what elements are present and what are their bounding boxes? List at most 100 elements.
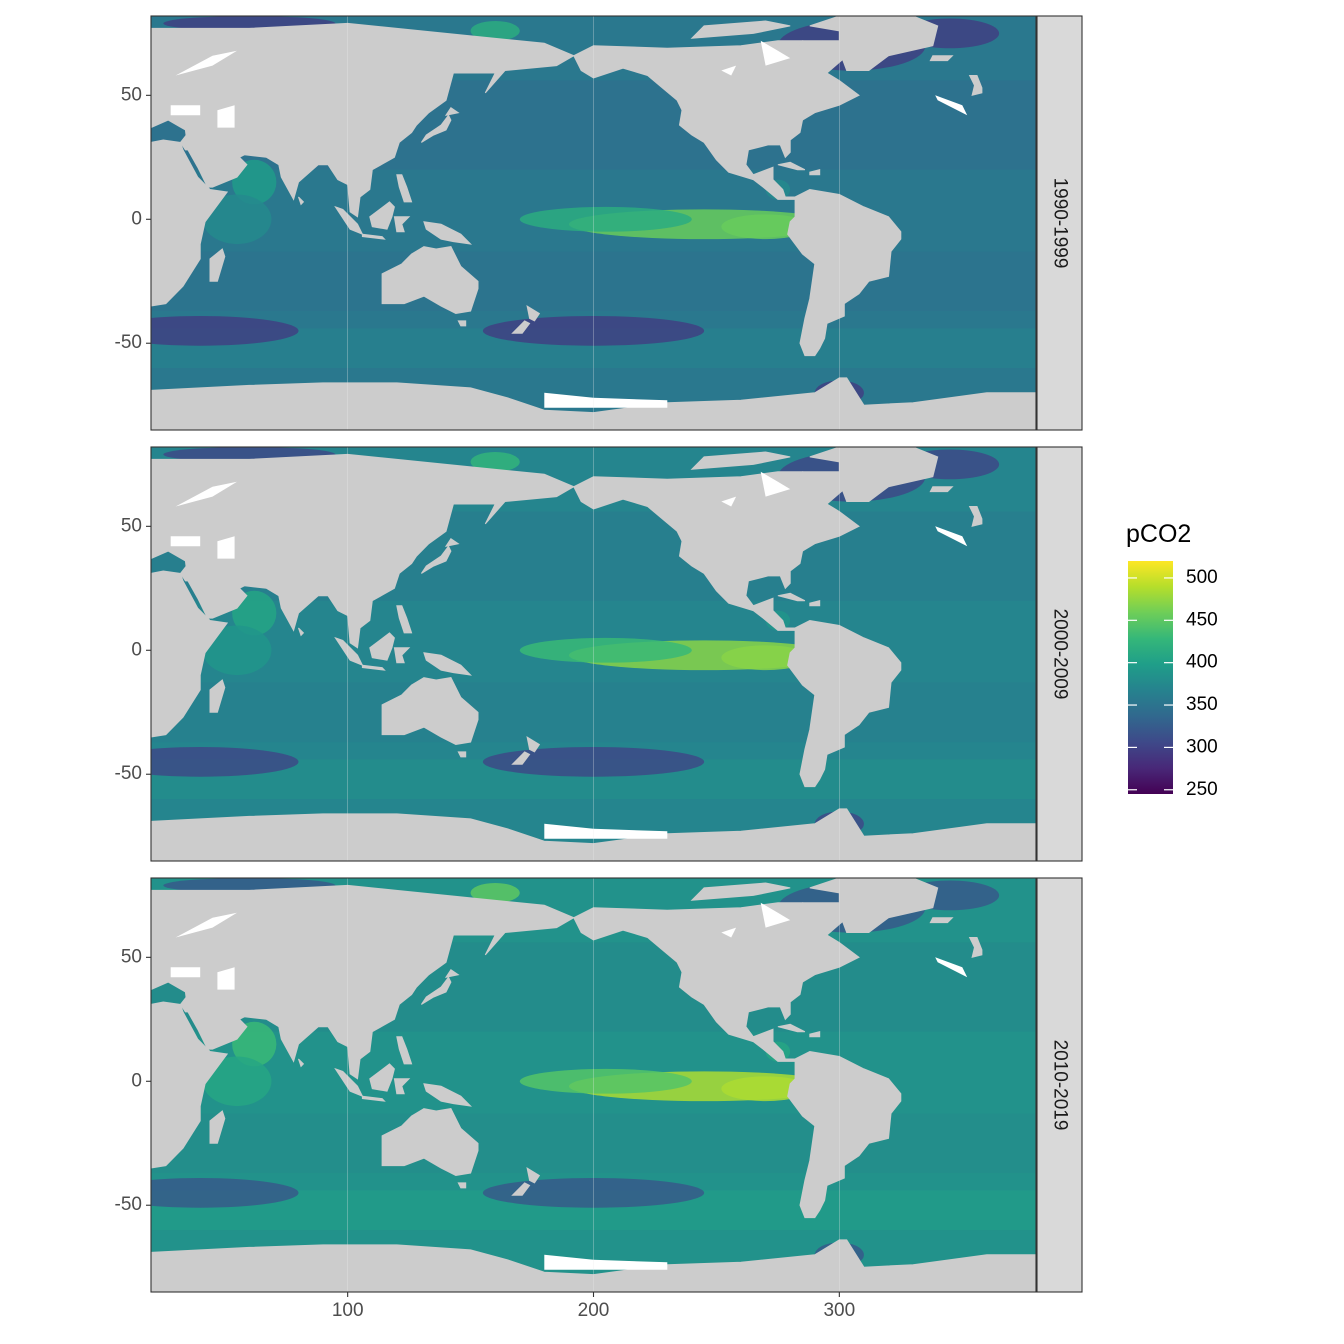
low-pco2-region bbox=[151, 746, 299, 777]
facet-panel: 2000-2009 50 0 -50 bbox=[115, 446, 1083, 862]
land-java bbox=[361, 1095, 386, 1102]
land-arabia-sea-fix bbox=[179, 128, 191, 151]
land-africa bbox=[151, 989, 229, 1169]
facet-strip-label: 2010-2019 bbox=[1049, 1040, 1070, 1131]
high-pco2-region bbox=[232, 159, 277, 205]
land-uk bbox=[968, 937, 983, 958]
missing-data-patch bbox=[935, 95, 968, 116]
high-pco2-region bbox=[202, 625, 272, 676]
land-s-america bbox=[787, 188, 902, 357]
y-tick-label: -50 bbox=[115, 763, 142, 784]
land-baffin bbox=[789, 40, 836, 64]
land-tasmania bbox=[457, 320, 467, 327]
land-sulawesi bbox=[393, 647, 411, 664]
land-hokkaido bbox=[444, 538, 460, 547]
land-hispaniola bbox=[809, 169, 821, 176]
land-nz-s bbox=[511, 320, 531, 334]
legend-label: 300 bbox=[1186, 736, 1218, 757]
x-tick-label: 300 bbox=[823, 1300, 855, 1321]
land-borneo bbox=[369, 1063, 395, 1092]
land-japan bbox=[420, 976, 452, 1005]
missing-data-patch bbox=[544, 392, 668, 408]
x-axis: 100 200 300 bbox=[332, 1292, 855, 1321]
missing-data-patch bbox=[544, 1254, 668, 1270]
land-arctic-isles bbox=[690, 451, 791, 470]
land-arctic-isles bbox=[690, 882, 791, 901]
facet-strip bbox=[1036, 446, 1083, 862]
map-area bbox=[151, 447, 1036, 861]
y-tick-label: 50 bbox=[121, 515, 142, 536]
high-pco2-region bbox=[202, 194, 272, 245]
high-pco2-region bbox=[232, 1021, 277, 1067]
legend-colorbar bbox=[1128, 561, 1173, 794]
legend-label: 400 bbox=[1186, 652, 1218, 673]
land-europe-w bbox=[151, 887, 152, 991]
y-tick-label: 0 bbox=[131, 208, 142, 229]
land-madagascar bbox=[209, 1110, 226, 1144]
land-sulawesi bbox=[393, 216, 411, 233]
land-hokkaido bbox=[444, 107, 460, 116]
land-nz-n bbox=[526, 304, 541, 322]
land-sulawesi bbox=[393, 1078, 411, 1095]
land-nz-n bbox=[526, 1166, 541, 1184]
land-eurasia bbox=[151, 453, 575, 649]
low-pco2-region bbox=[151, 315, 299, 346]
high-pco2-region bbox=[232, 590, 277, 636]
y-tick-label: 50 bbox=[121, 84, 142, 105]
map-area bbox=[151, 16, 1036, 430]
land-iceland bbox=[929, 486, 954, 493]
land-africa bbox=[151, 127, 229, 307]
land-sw-edge-fix bbox=[151, 127, 152, 143]
land-hispaniola bbox=[809, 1031, 821, 1038]
missing-data-patch bbox=[175, 912, 237, 938]
high-pco2-region bbox=[470, 451, 520, 472]
land-borneo bbox=[369, 632, 395, 661]
legend-title: pCO2 bbox=[1126, 520, 1191, 548]
high-pco2-region bbox=[519, 206, 692, 232]
legend-label: 500 bbox=[1186, 567, 1218, 588]
land-nz-s bbox=[511, 1182, 531, 1196]
land-java bbox=[361, 233, 386, 240]
missing-data-patch bbox=[721, 927, 737, 938]
missing-data-patch bbox=[170, 536, 201, 547]
land-japan bbox=[420, 545, 452, 574]
high-pco2-region bbox=[470, 20, 520, 41]
land-europe-w bbox=[151, 456, 152, 560]
y-tick-label: 50 bbox=[121, 946, 142, 967]
facet-panel: 2010-2019 50 0 -50 bbox=[115, 877, 1083, 1293]
panel-border bbox=[150, 446, 1037, 862]
land-n-america bbox=[573, 40, 860, 200]
y-tick-label: 0 bbox=[131, 639, 142, 660]
land-madagascar bbox=[209, 679, 226, 713]
missing-data-patch bbox=[175, 50, 237, 76]
facet-strip bbox=[1036, 15, 1083, 431]
land-tasmania bbox=[457, 1182, 467, 1189]
missing-data-patch bbox=[935, 526, 968, 547]
high-pco2-region bbox=[519, 637, 692, 663]
missing-data-patch bbox=[175, 481, 237, 507]
land-srilanka bbox=[298, 1058, 305, 1068]
land-arctic-isles bbox=[690, 20, 791, 39]
map-area bbox=[151, 878, 1036, 1292]
facet-strip-label: 2000-2009 bbox=[1049, 609, 1070, 700]
land-srilanka bbox=[298, 627, 305, 637]
facet-panel: 1990-1999 50 0 -50 bbox=[115, 15, 1083, 431]
missing-data-patch bbox=[935, 957, 968, 978]
land-nz-n bbox=[526, 735, 541, 753]
land-philippines bbox=[396, 1036, 413, 1065]
land-newguinea bbox=[423, 221, 473, 245]
x-tick-label: 100 bbox=[332, 1300, 364, 1321]
land-philippines bbox=[396, 174, 413, 203]
high-pco2-region bbox=[470, 882, 520, 903]
high-pco2-region bbox=[202, 1056, 272, 1107]
land-tasmania bbox=[457, 751, 467, 758]
y-tick-label: -50 bbox=[115, 1194, 142, 1215]
land-n-america bbox=[573, 902, 860, 1062]
missing-data-patch bbox=[721, 496, 737, 507]
color-legend: pCO2 500 450 400 350 300 250 bbox=[1126, 520, 1218, 800]
missing-data-patch bbox=[217, 536, 235, 559]
high-pco2-region bbox=[519, 1068, 692, 1094]
missing-data-patch bbox=[760, 471, 791, 497]
y-tick-label: 0 bbox=[131, 1070, 142, 1091]
